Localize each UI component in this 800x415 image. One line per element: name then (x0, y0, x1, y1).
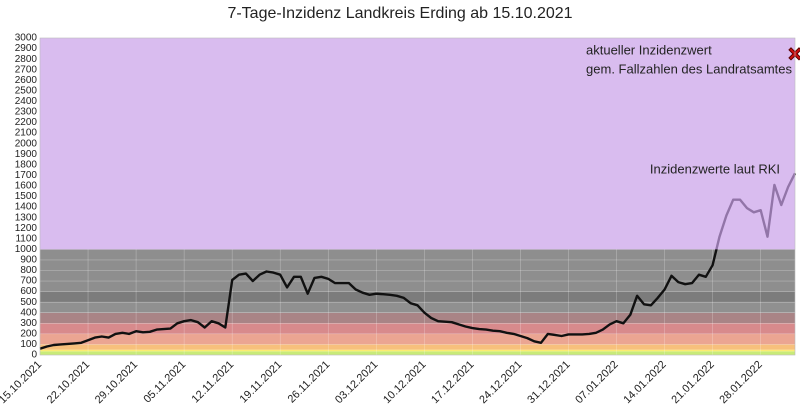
x-tick-label: 24.12.2021 (477, 359, 524, 406)
x-tick-label: 05.11.2021 (141, 359, 188, 406)
y-tick-label: 400 (20, 307, 37, 318)
band (40, 291, 795, 303)
y-tick-label: 700 (20, 276, 37, 287)
x-tick-label: 03.12.2021 (333, 359, 380, 406)
series-label: gem. Fallzahlen des Landratsamtes (586, 61, 792, 76)
band (40, 312, 795, 324)
y-tick-label: 1500 (15, 191, 38, 202)
y-tick-label: 2400 (15, 96, 38, 107)
x-tick-label: 07.01.2022 (573, 359, 620, 406)
y-tick-label: 2700 (15, 64, 38, 75)
y-tick-label: 100 (20, 339, 37, 350)
x-tick-label: 15.10.2021 (0, 359, 44, 406)
x-tick-label: 19.11.2021 (238, 359, 285, 406)
x-tick-label: 14.01.2022 (621, 359, 668, 406)
y-tick-label: 2500 (15, 85, 38, 96)
y-tick-label: 1300 (15, 212, 38, 223)
y-tick-label: 900 (20, 255, 37, 266)
y-tick-label: 1600 (15, 181, 38, 192)
y-tick-label: 1000 (15, 244, 38, 255)
y-tick-label: 1400 (15, 202, 38, 213)
y-tick-label: 2200 (15, 117, 38, 128)
y-tick-label: 1900 (15, 149, 38, 160)
y-tick-label: 600 (20, 286, 37, 297)
y-tick-label: 3000 (15, 33, 38, 44)
y-tick-label: 300 (20, 318, 37, 329)
y-tick-label: 2000 (15, 138, 38, 149)
x-tick-label: 21.01.2022 (669, 359, 716, 406)
band (40, 344, 795, 350)
series-label: Inzidenzwerte laut RKI (650, 161, 780, 176)
band (40, 302, 795, 313)
y-tick-label: 2800 (15, 54, 38, 65)
y-tick-label: 2600 (15, 75, 38, 86)
x-tick-label: 10.12.2021 (381, 359, 428, 406)
x-tick-label: 26.11.2021 (286, 359, 333, 406)
chart-title: 7-Tage-Inzidenz Landkreis Erding ab 15.1… (227, 5, 572, 22)
band (40, 333, 795, 345)
band (40, 351, 795, 355)
y-tick-label: 800 (20, 265, 37, 276)
x-tick-label: 12.11.2021 (190, 359, 237, 406)
x-tick-label: 29.10.2021 (93, 359, 140, 406)
y-tick-label: 1100 (15, 233, 37, 244)
line (39, 172, 797, 350)
x-tick-label: 28.01.2022 (717, 359, 764, 406)
y-tick-label: 0 (31, 350, 37, 361)
band (40, 349, 795, 352)
series-label: aktueller Inzidenzwert (586, 42, 712, 57)
y-tick-label: 1200 (15, 223, 38, 234)
y-tick-label: 200 (20, 329, 37, 340)
plot-frame (39, 37, 796, 356)
y-tick-label: 500 (20, 297, 37, 308)
y-tick-label: 2300 (15, 107, 38, 118)
x-tick-label: 17.12.2021 (429, 359, 476, 406)
y-tick-label: 2900 (15, 43, 38, 54)
band (40, 38, 795, 250)
x-tick-label: 31.12.2021 (525, 359, 572, 406)
y-tick-label: 2100 (15, 128, 38, 139)
band (40, 323, 795, 334)
y-tick-label: 1700 (15, 170, 38, 181)
x-tick-label: 22.10.2021 (45, 359, 92, 406)
y-tick-label: 1800 (15, 159, 38, 170)
band (40, 249, 795, 292)
